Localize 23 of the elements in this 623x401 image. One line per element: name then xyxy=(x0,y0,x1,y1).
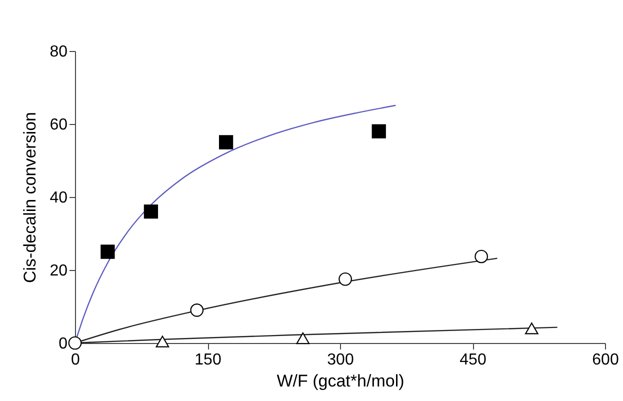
y-tick-label: 20 xyxy=(50,262,68,280)
point xyxy=(218,135,234,150)
point xyxy=(525,322,538,334)
x-axis-title: W/F (gcat*h/mol) xyxy=(276,372,404,390)
y-tick-label: 60 xyxy=(50,116,68,134)
x-tick-label: 450 xyxy=(460,352,486,368)
point xyxy=(372,124,386,138)
y-tick-label: 80 xyxy=(50,44,68,60)
point xyxy=(296,332,310,344)
x-tick-label: 0 xyxy=(71,352,80,368)
point xyxy=(474,250,488,264)
y-axis-title: Cis-decalin conversion xyxy=(20,112,40,284)
point xyxy=(338,272,352,286)
point xyxy=(68,336,82,350)
x-tick-label: 150 xyxy=(194,352,222,368)
point xyxy=(144,204,158,219)
x-tick-label: 600 xyxy=(592,352,619,368)
point xyxy=(190,303,204,317)
y-tick-label: 0 xyxy=(58,336,68,352)
point xyxy=(100,244,115,259)
x-tick-label: 300 xyxy=(327,352,354,368)
point xyxy=(156,336,170,348)
y-tick-label: 40 xyxy=(50,190,68,206)
